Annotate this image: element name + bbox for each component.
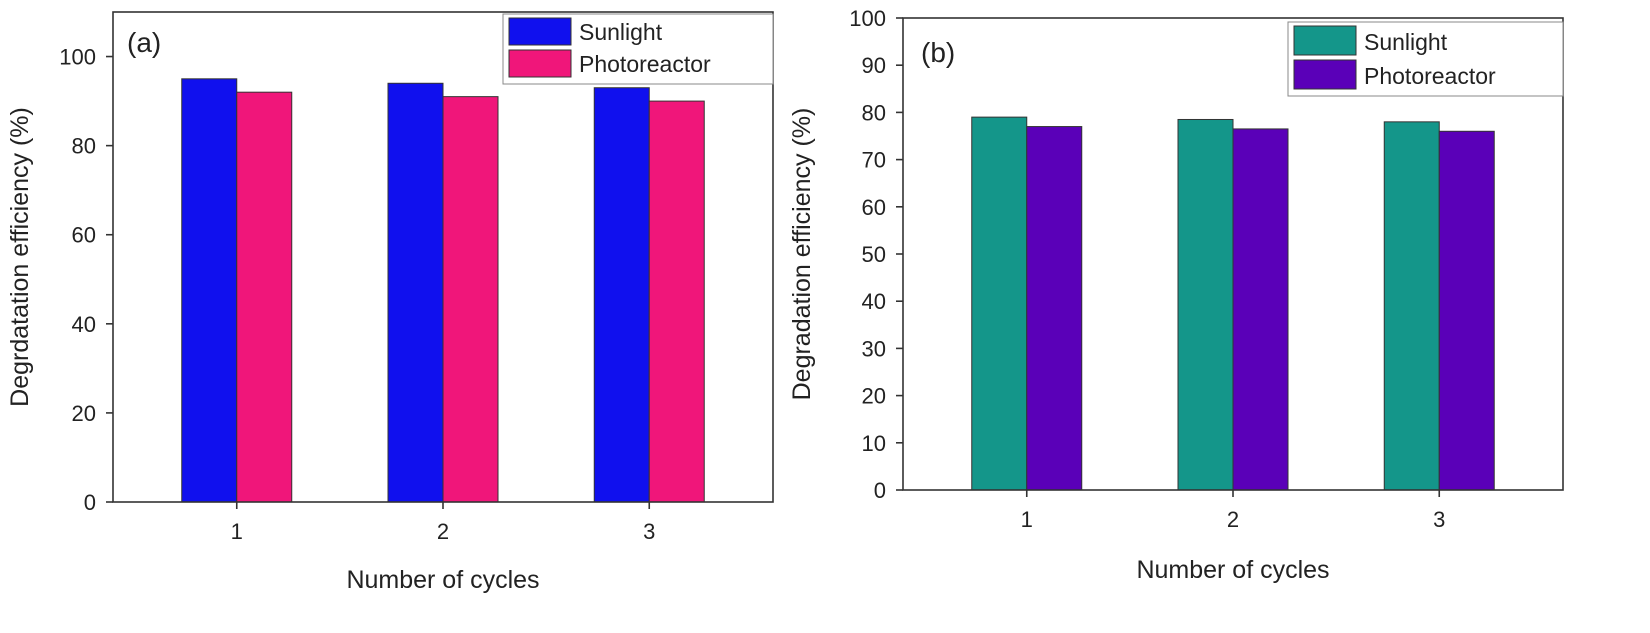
x-tick-label: 3 [643, 519, 655, 544]
y-axis-label: Degradation efficiency (%) [788, 108, 816, 401]
legend-label-photoreactor: Photoreactor [1364, 63, 1496, 89]
y-tick-label: 90 [862, 53, 886, 78]
legend-label-photoreactor: Photoreactor [579, 51, 711, 77]
x-tick-label: 1 [1021, 507, 1033, 532]
chart-panel-a: 0 20 40 60 80 100 1 2 3 Number of cycles Degrdatat… [6, 11, 774, 594]
bar-photoreactor-cycle-2 [442, 96, 499, 503]
y-tick-label: 70 [862, 148, 886, 173]
legend-swatch-sunlight [508, 17, 572, 46]
x-axis-label: Number of cycles [346, 566, 539, 594]
bar-sunlight-cycle-1 [971, 116, 1028, 491]
y-tick-label: 20 [72, 401, 96, 426]
y-tick-label: 40 [72, 312, 96, 337]
legend: Sunlight Photoreactor [1287, 21, 1564, 97]
bar-photoreactor-cycle-1 [1026, 126, 1083, 491]
chart-panel-b: 0 10 20 30 40 50 60 70 80 90 100 1 2 3 Number of cycle… [788, 6, 1564, 584]
bar-photoreactor-cycle-2 [1232, 128, 1289, 491]
bar-sunlight-cycle-2 [387, 82, 444, 503]
y-tick-label: 0 [874, 478, 886, 503]
bar-sunlight-cycle-2 [1177, 118, 1234, 491]
y-tick-label: 20 [862, 384, 886, 409]
y-tick-label: 100 [59, 45, 96, 70]
y-tick-label: 40 [862, 289, 886, 314]
legend-label-sunlight: Sunlight [579, 19, 663, 45]
bar-photoreactor-cycle-3 [1438, 130, 1495, 491]
x-axis-label: Number of cycles [1136, 556, 1329, 584]
legend-swatch-photoreactor [508, 49, 572, 78]
bar-sunlight-cycle-3 [1383, 121, 1440, 491]
y-tick-label: 50 [862, 242, 886, 267]
x-tick-label: 3 [1433, 507, 1445, 532]
y-tick-label: 60 [862, 195, 886, 220]
bar-sunlight-cycle-1 [181, 78, 238, 503]
legend-label-sunlight: Sunlight [1364, 29, 1448, 55]
y-tick-label: 10 [862, 431, 886, 456]
panel-label: (b) [921, 37, 955, 68]
y-tick-label: 80 [72, 134, 96, 159]
legend-swatch-photoreactor [1293, 59, 1357, 90]
x-tick-label: 2 [1227, 507, 1239, 532]
y-tick-label: 30 [862, 336, 886, 361]
x-tick-label: 1 [231, 519, 243, 544]
y-axis-label: Degrdatation efficiency (%) [6, 107, 34, 407]
bar-photoreactor-cycle-1 [236, 91, 293, 503]
bar-photoreactor-cycle-3 [648, 100, 705, 503]
x-tick-label: 2 [437, 519, 449, 544]
y-tick-label: 0 [84, 490, 96, 515]
bar-sunlight-cycle-3 [593, 87, 650, 503]
panel-label: (a) [127, 27, 161, 58]
legend-swatch-sunlight [1293, 25, 1357, 56]
y-tick-label: 80 [862, 100, 886, 125]
y-tick-label: 60 [72, 223, 96, 248]
legend: Sunlight Photoreactor [502, 13, 774, 85]
y-tick-label: 100 [849, 6, 886, 31]
